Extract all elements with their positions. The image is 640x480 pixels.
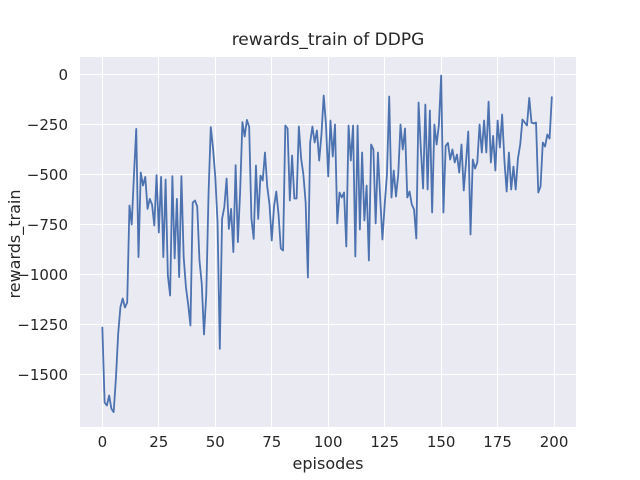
x-tick-label: 75 xyxy=(262,433,282,451)
x-gridline xyxy=(553,57,555,427)
y-tick-label: 0 xyxy=(58,65,68,84)
x-tick-label: 175 xyxy=(483,433,512,451)
x-gridline xyxy=(327,57,329,427)
y-gridline xyxy=(80,374,576,375)
y-tick-label: −750 xyxy=(26,215,68,234)
y-gridline xyxy=(80,124,576,125)
x-gridline xyxy=(214,57,216,427)
x-tick-label: 125 xyxy=(370,433,399,451)
rewards-line-series xyxy=(101,74,553,414)
x-tick-label: 150 xyxy=(426,433,456,451)
x-tick-label: 50 xyxy=(205,433,225,451)
x-axis-label: episodes xyxy=(292,454,364,473)
y-gridline xyxy=(80,74,576,75)
x-tick-label: 200 xyxy=(539,433,569,451)
y-tick-label: −1000 xyxy=(17,265,68,284)
x-gridline xyxy=(440,57,442,427)
y-tick-label: −1250 xyxy=(17,315,68,334)
x-gridline xyxy=(384,57,386,427)
y-axis-label: rewards_train xyxy=(5,189,24,299)
x-gridline xyxy=(271,57,273,427)
line-layer xyxy=(101,74,553,414)
x-gridline xyxy=(101,57,103,427)
y-gridline xyxy=(80,274,576,275)
y-gridline xyxy=(80,224,576,225)
chart-title: rewards_train of DDPG xyxy=(231,30,425,50)
y-tick-label: −1500 xyxy=(17,365,68,384)
x-tick-label: 100 xyxy=(313,433,343,451)
x-gridline xyxy=(497,57,499,427)
x-tick-label: 25 xyxy=(149,433,169,451)
y-tick-label: −500 xyxy=(26,165,68,184)
y-gridline xyxy=(80,324,576,325)
x-gridline xyxy=(158,57,160,427)
y-tick-label: −250 xyxy=(26,115,68,134)
plot-area xyxy=(80,57,576,427)
x-tick-label: 0 xyxy=(97,433,108,451)
